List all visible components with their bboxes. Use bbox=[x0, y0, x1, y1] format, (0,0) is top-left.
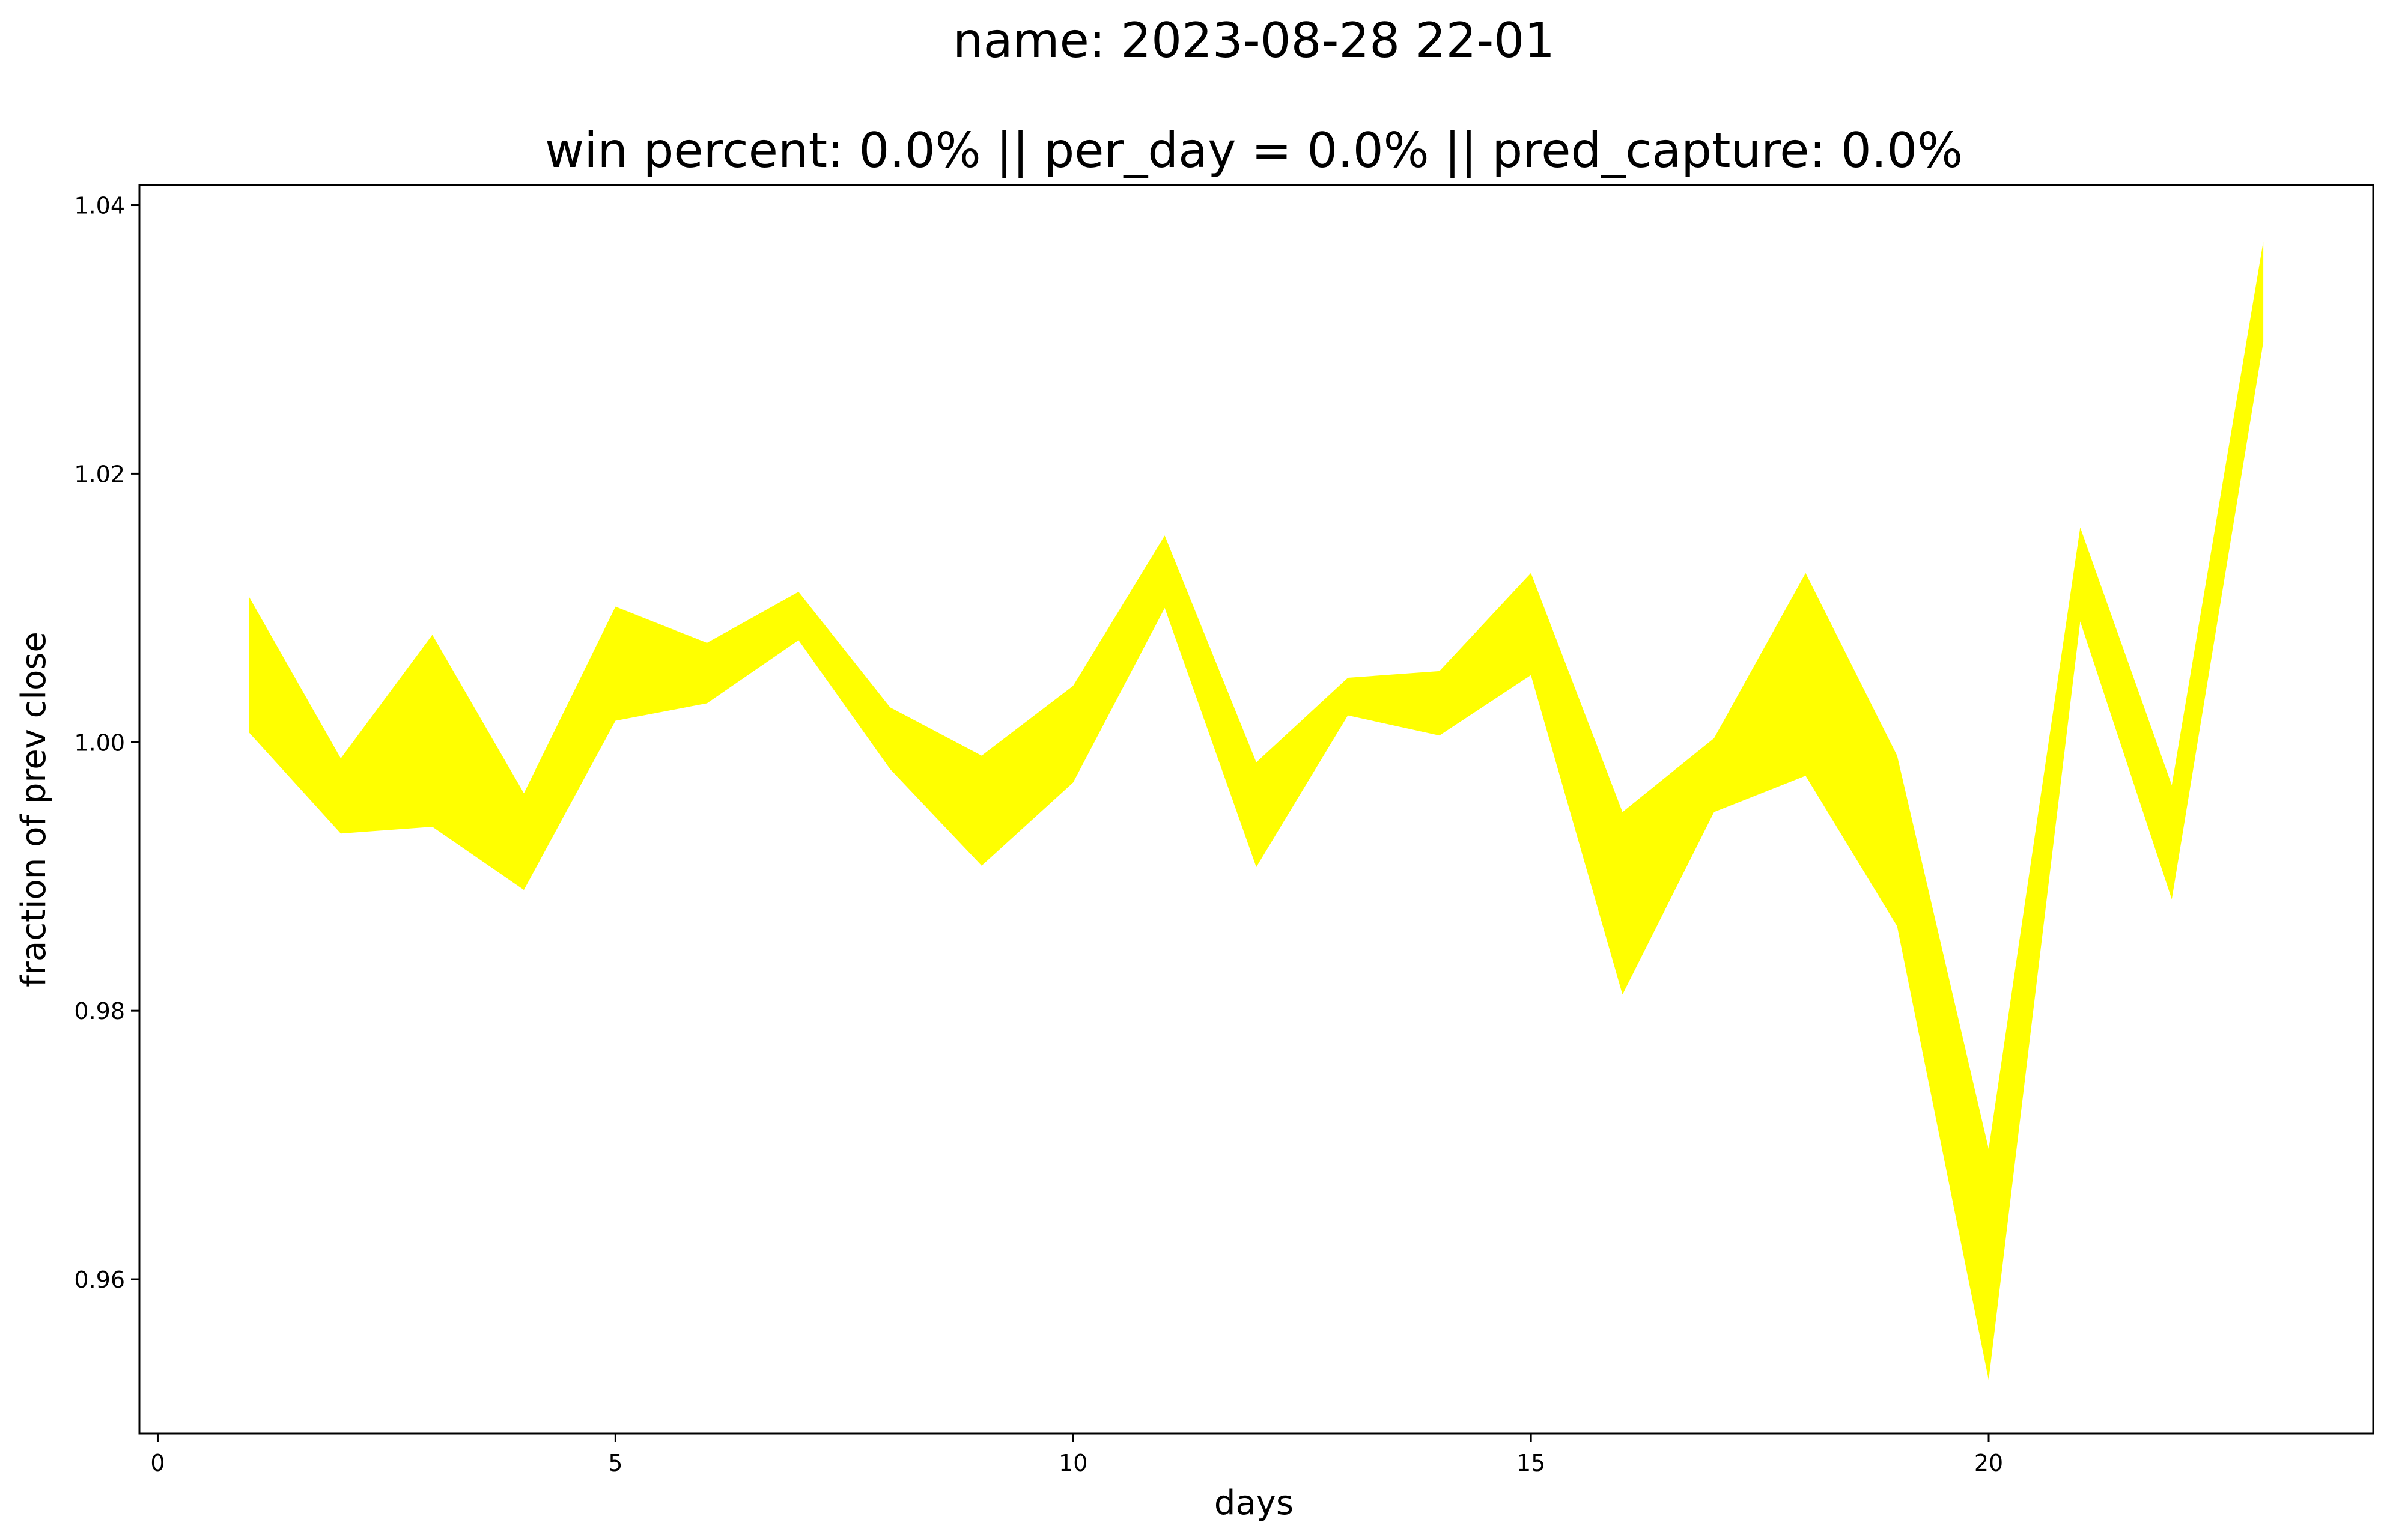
y-tick-label: 1.00 bbox=[74, 729, 125, 756]
y-tick-label: 0.96 bbox=[74, 1267, 125, 1293]
y-tick-label: 0.98 bbox=[74, 998, 125, 1024]
chart-title: name: 2023-08-28 22-01 bbox=[953, 13, 1555, 68]
y-axis: 0.96 0.98 1.00 1.02 1.04 bbox=[74, 193, 139, 1293]
x-axis: 0 5 10 15 20 bbox=[150, 1434, 2003, 1476]
plot-frame bbox=[138, 184, 2374, 1435]
x-tick-label: 20 bbox=[1974, 1450, 2003, 1476]
x-tick-label: 10 bbox=[1059, 1450, 1087, 1476]
x-axis-label: days bbox=[1214, 1484, 1294, 1523]
plot-area bbox=[249, 241, 2264, 1380]
x-tick-label: 15 bbox=[1516, 1450, 1545, 1476]
y-axis-label: fraction of prev close bbox=[14, 632, 53, 987]
x-tick-label: 0 bbox=[150, 1450, 165, 1476]
fill-band bbox=[249, 241, 2264, 1380]
y-tick-label: 1.04 bbox=[74, 193, 125, 219]
x-tick-label: 5 bbox=[608, 1450, 622, 1476]
y-tick-label: 1.02 bbox=[74, 461, 125, 487]
chart-subtitle: win percent: 0.0% || per_day = 0.0% || p… bbox=[545, 123, 1963, 179]
